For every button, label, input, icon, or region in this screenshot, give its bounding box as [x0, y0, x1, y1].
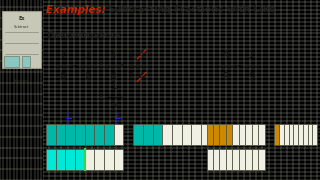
Bar [220, 124, 226, 145]
Bar [114, 149, 124, 170]
Text: 4: 4 [139, 72, 144, 81]
Text: -: - [73, 59, 77, 72]
Text: -: - [92, 114, 96, 124]
Text: -: - [267, 130, 270, 140]
Bar [232, 124, 239, 145]
Bar [56, 149, 65, 170]
Bar [232, 149, 239, 170]
Text: 3: 3 [84, 50, 91, 60]
Text: Denominators: Denominators [46, 31, 121, 40]
Bar [258, 124, 265, 145]
Bar [279, 124, 284, 145]
Text: Subtracting Fractions with Like: Subtracting Fractions with Like [108, 5, 276, 14]
Text: Fractions: Fractions [13, 79, 30, 83]
Text: 1·: 1· [127, 50, 136, 59]
Bar [75, 124, 85, 145]
Bar [206, 149, 213, 170]
Bar [133, 124, 143, 145]
Bar [182, 124, 191, 145]
Bar [85, 149, 94, 170]
Text: -: - [126, 130, 130, 140]
Text: 2: 2 [110, 103, 117, 113]
Bar [252, 149, 258, 170]
Text: =: = [95, 91, 105, 104]
Bar [56, 124, 65, 145]
Bar [94, 124, 104, 145]
Bar [172, 124, 182, 145]
Bar [191, 124, 201, 145]
Bar [94, 149, 104, 170]
Bar [245, 149, 252, 170]
Text: Examples:: Examples: [46, 5, 109, 15]
Text: 7: 7 [59, 50, 66, 60]
Text: 1: 1 [110, 81, 117, 91]
Bar [258, 149, 265, 170]
Text: 4: 4 [139, 50, 144, 59]
Bar [4, 56, 20, 67]
Bar [274, 124, 279, 145]
Text: ·: · [120, 59, 124, 73]
Bar [303, 124, 308, 145]
Bar [2, 11, 41, 68]
Bar [206, 124, 213, 145]
Bar [226, 124, 232, 145]
Bar [65, 149, 75, 170]
Text: 1: 1 [248, 50, 255, 60]
Text: 9: 9 [223, 72, 229, 82]
Bar [104, 149, 114, 170]
Bar [239, 124, 245, 145]
Bar [153, 124, 162, 145]
Bar [284, 124, 289, 145]
Bar [312, 124, 317, 145]
Bar [46, 149, 56, 170]
Bar [220, 149, 226, 170]
Text: =: = [95, 59, 105, 72]
Bar [22, 56, 30, 67]
Bar [213, 149, 220, 170]
Bar [104, 124, 114, 145]
Bar [201, 124, 211, 145]
Text: 8: 8 [84, 72, 91, 82]
Text: Ex: Ex [18, 15, 25, 21]
Bar [298, 124, 303, 145]
Text: 4: 4 [223, 50, 229, 60]
Bar [213, 124, 220, 145]
Text: 4: 4 [109, 50, 116, 60]
Text: 2·: 2· [128, 72, 136, 81]
Text: 9: 9 [248, 72, 255, 82]
Bar [162, 124, 172, 145]
Bar [114, 124, 124, 145]
Text: $\frac{3}{8}$: $\frac{3}{8}$ [114, 111, 120, 127]
Bar [239, 149, 245, 170]
Text: 8: 8 [109, 72, 116, 82]
Text: 8: 8 [59, 72, 66, 82]
Bar [226, 149, 232, 170]
Text: -: - [236, 59, 241, 72]
Text: Subtract: Subtract [14, 25, 29, 29]
Bar [308, 124, 312, 145]
Bar [293, 124, 298, 145]
Bar [65, 124, 75, 145]
Bar [46, 124, 56, 145]
Bar [289, 124, 293, 145]
Bar [252, 124, 258, 145]
Bar [143, 124, 153, 145]
Text: $\frac{7}{8}$: $\frac{7}{8}$ [65, 111, 71, 127]
Bar [85, 124, 94, 145]
Bar [245, 124, 252, 145]
Bar [75, 149, 85, 170]
